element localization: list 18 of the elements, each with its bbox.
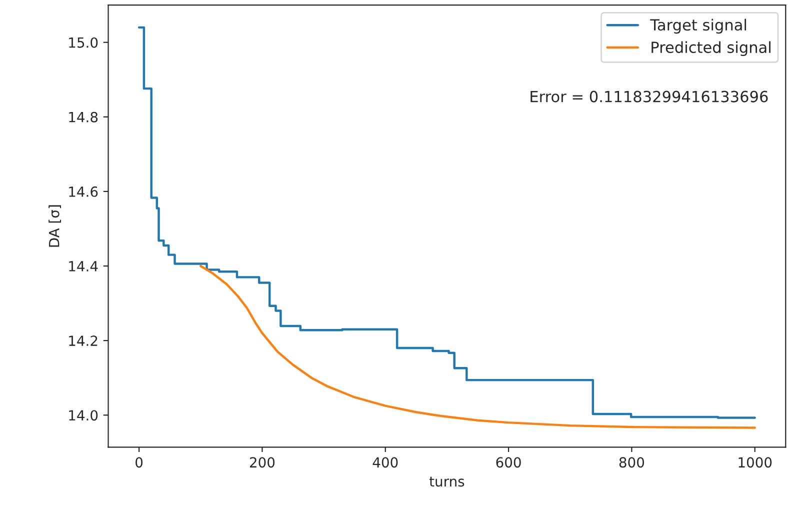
y-tick-label: 14.2 — [69, 336, 98, 346]
x-tick-label: 1000 — [738, 457, 772, 468]
line-series — [200, 264, 756, 429]
y-tick-label: 14.6 — [69, 186, 98, 197]
legend-label: Predicted signal — [652, 41, 770, 56]
x-tick-label: 0 — [136, 457, 143, 468]
y-axis-title: DA [σ] — [48, 205, 61, 247]
y-tick-label: 14.4 — [69, 261, 98, 272]
x-tick-label: 200 — [250, 457, 275, 468]
x-axis-title: turns — [429, 476, 464, 487]
annotation: Error = 0.11183299416133696 — [530, 90, 768, 102]
x-tick-label: 400 — [372, 457, 398, 468]
y-tick-label: 14.8 — [69, 112, 98, 122]
legend-label: Target signal — [650, 18, 746, 34]
x-tick-label: 600 — [496, 457, 521, 468]
y-tick-label: 15.0 — [69, 37, 98, 48]
y-tick-label: 14.0 — [69, 410, 98, 421]
x-tick-label: 800 — [619, 457, 644, 468]
